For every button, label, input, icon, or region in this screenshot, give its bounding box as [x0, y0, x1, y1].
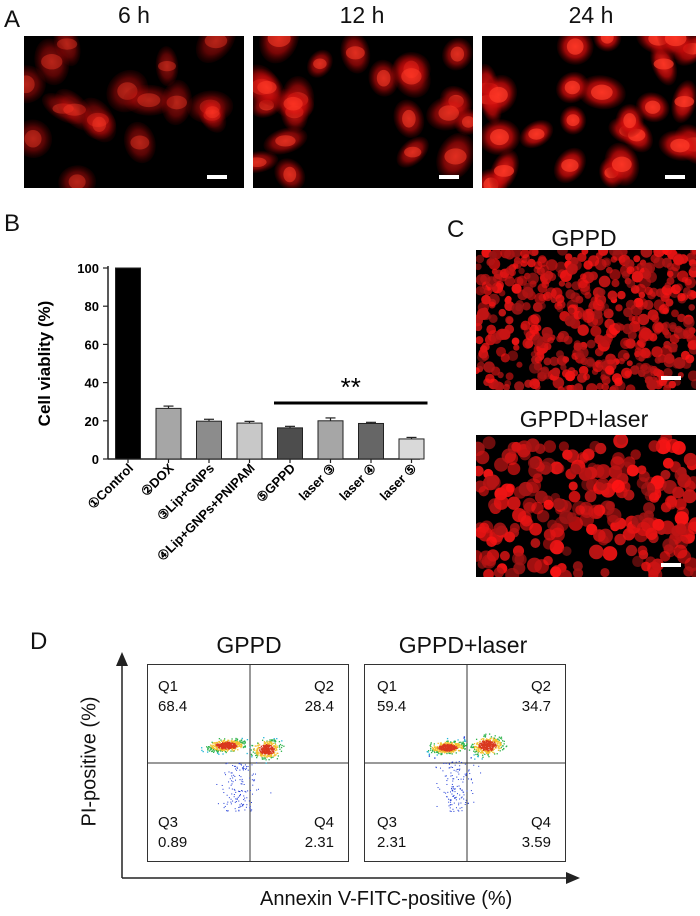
panel-a-label-3: 24 h	[568, 2, 614, 28]
quadrant-value: 34.7	[521, 698, 551, 715]
scale-bar	[439, 175, 459, 179]
scale-bar	[665, 175, 685, 179]
scale-bar	[661, 376, 681, 380]
flow-title-2: GPPD+laser	[398, 632, 528, 658]
quadrant-name: Q4	[313, 814, 334, 831]
quadrant-name: Q3	[377, 814, 398, 831]
scale-bar	[207, 175, 227, 179]
quadrant-q2: Q2 34.7	[522, 677, 551, 717]
panel-b-letter: B	[4, 210, 21, 237]
bar	[115, 267, 141, 460]
panel-a-label-2: 12 h	[339, 2, 385, 28]
x-tick-label: ①Control	[85, 461, 137, 513]
quadrant-name: Q3	[158, 814, 179, 831]
x-tick-label: laser ⑤	[377, 461, 420, 504]
bar	[358, 422, 384, 460]
y-tick-label: 0	[92, 452, 99, 467]
micrograph-24h	[482, 36, 696, 188]
x-tick-label: laser ③	[296, 461, 339, 504]
flow-axes	[116, 652, 580, 884]
quadrant-name: Q1	[158, 678, 179, 695]
y-tick-label: 20	[85, 414, 99, 429]
quadrant-value: 2.31	[304, 834, 334, 851]
micrograph-12h	[253, 36, 473, 188]
x-tick-label: ⑤GPPD	[253, 461, 298, 506]
micrograph-gppd	[476, 250, 696, 390]
bar	[277, 427, 303, 460]
panel-a-label-1: 6 h	[118, 2, 150, 28]
y-tick-label: 40	[85, 376, 99, 391]
flow-xlabel: Annexin V-FITC-positive (%)	[260, 888, 513, 910]
panel-c-label-1: GPPD	[551, 225, 617, 251]
bar	[155, 407, 182, 460]
flow-title-1: GPPD	[216, 632, 282, 658]
quadrant-value: 0.89	[158, 834, 188, 851]
quadrant-value: 2.31	[377, 834, 407, 851]
quadrant-q4: Q4 3.59	[522, 813, 551, 853]
y-tick-label: 60	[85, 337, 99, 352]
quadrant-name: Q4	[530, 814, 551, 831]
quadrant-q4: Q4 2.31	[305, 813, 334, 853]
y-axis-label: Cell viablity (%)	[35, 301, 54, 427]
significance-marker: **	[341, 372, 361, 402]
quadrant-name: Q2	[313, 678, 334, 695]
flow-ylabel: PI-positive (%)	[78, 696, 101, 827]
quadrant-q1: Q1 59.4	[377, 677, 406, 717]
quadrant-name: Q1	[377, 678, 398, 695]
bar	[317, 420, 344, 460]
micrograph-gppd-laser	[476, 435, 696, 577]
bar	[236, 422, 263, 460]
cell-viability-chart: 0 20 40 60 80 100 Cell viablity (%) ①Control ②DO…	[35, 261, 428, 564]
panel-c-letter: C	[447, 216, 465, 243]
bar	[196, 420, 222, 460]
quadrant-value: 28.4	[304, 698, 334, 715]
flow-plot-gppd: Q1 68.4 Q2 28.4 Q3 0.89 Q4 2.31	[147, 664, 349, 862]
quadrant-q3: Q3 2.31	[377, 813, 406, 853]
quadrant-name: Q2	[530, 678, 551, 695]
quadrant-q2: Q2 28.4	[305, 677, 334, 717]
quadrant-q1: Q1 68.4	[158, 677, 187, 717]
panel-d-letter: D	[30, 628, 48, 655]
x-tick-label: laser ④	[336, 461, 379, 504]
quadrant-value: 59.4	[377, 698, 407, 715]
scale-bar	[661, 563, 681, 567]
quadrant-value: 3.59	[521, 834, 551, 851]
quadrant-q3: Q3 0.89	[158, 813, 187, 853]
quadrant-value: 68.4	[158, 698, 188, 715]
y-tick-label: 80	[85, 299, 99, 314]
y-tick-label: 100	[77, 261, 99, 276]
bar	[398, 438, 425, 460]
panel-c-label-2: GPPD+laser	[519, 406, 649, 432]
micrograph-6h	[24, 36, 244, 188]
flow-plot-gppd-laser: Q1 59.4 Q2 34.7 Q3 2.31 Q4 3.59	[364, 664, 566, 862]
panel-a-letter: A	[4, 6, 21, 33]
x-tick-label: ②DOX	[138, 460, 177, 499]
